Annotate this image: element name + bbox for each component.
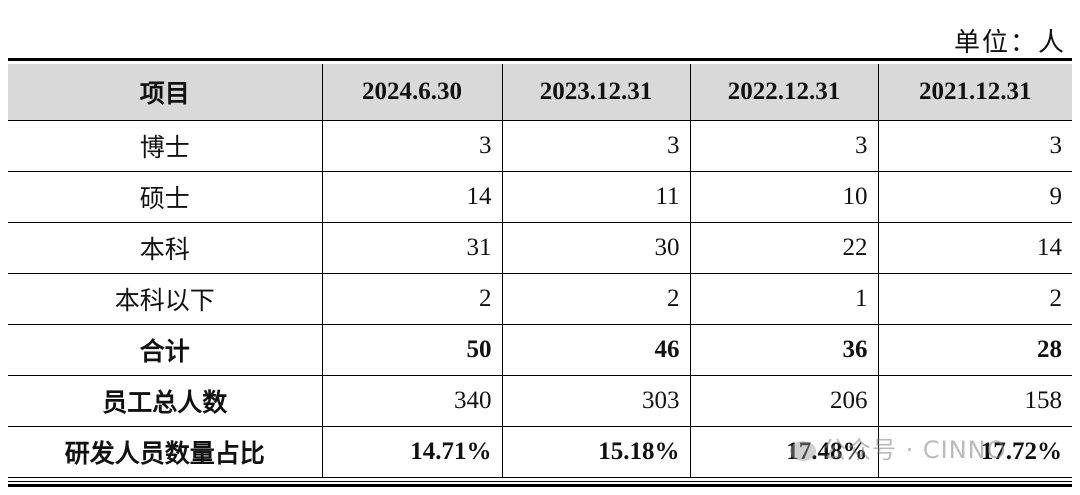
table-cell: 206 xyxy=(689,374,879,427)
row-label: 本科 xyxy=(8,221,323,274)
row-label: 本科以下 xyxy=(8,272,323,325)
table-cell: 11 xyxy=(501,170,691,223)
table-cell: 15.18% xyxy=(501,425,691,478)
unit-label: 单位：人 xyxy=(953,28,1066,57)
table-cell: 50 xyxy=(321,323,503,376)
header-date: 2024.6.30 xyxy=(321,64,503,121)
watermark-text: 公众号 · CINNO xyxy=(822,436,1007,464)
table-cell: 3 xyxy=(321,120,503,172)
table-row: 员工总人数 340 303 206 158 xyxy=(8,374,1072,427)
table-header-row: 项目 2024.6.30 2023.12.31 2022.12.31 2021.… xyxy=(8,64,1072,121)
header-date: 2021.12.31 xyxy=(877,64,1072,121)
table-cell: 2 xyxy=(877,272,1072,325)
table-top-rule xyxy=(8,58,1072,61)
table-row: 本科以下 2 2 1 2 xyxy=(8,272,1072,325)
row-label: 博士 xyxy=(8,120,323,172)
table-cell: 1 xyxy=(689,272,879,325)
table-cell: 303 xyxy=(501,374,691,427)
table-cell: 3 xyxy=(877,120,1072,172)
data-table-container: 项目 2024.6.30 2023.12.31 2022.12.31 2021.… xyxy=(8,58,1072,487)
table-cell: 3 xyxy=(501,120,691,172)
watermark: 公众号 · CINNO xyxy=(790,430,1007,465)
table-cell: 9 xyxy=(877,170,1072,223)
table-cell: 31 xyxy=(321,221,503,274)
row-label: 研发人员数量占比 xyxy=(8,425,323,478)
row-label: 合计 xyxy=(8,323,323,376)
row-label: 硕士 xyxy=(8,170,323,223)
header-date: 2022.12.31 xyxy=(689,64,879,121)
table-row-total: 合计 50 46 36 28 xyxy=(8,323,1072,376)
table-row: 博士 3 3 3 3 xyxy=(8,120,1072,172)
table-cell: 14 xyxy=(321,170,503,223)
wechat-logo-icon xyxy=(790,441,816,461)
table-cell: 22 xyxy=(689,221,879,274)
data-table: 项目 2024.6.30 2023.12.31 2022.12.31 2021.… xyxy=(8,64,1072,478)
table-row-ratio: 研发人员数量占比 14.71% 15.18% 17.48% 17.72% xyxy=(8,425,1072,478)
table-bottom-rule xyxy=(8,480,1072,482)
table-cell: 10 xyxy=(689,170,879,223)
table-cell: 340 xyxy=(321,374,503,427)
table-cell: 30 xyxy=(501,221,691,274)
table-cell: 14.71% xyxy=(321,425,503,478)
table-cell: 17.48% xyxy=(689,425,879,478)
table-cell: 46 xyxy=(501,323,691,376)
table-cell: 28 xyxy=(877,323,1072,376)
table-cell: 17.72% xyxy=(877,425,1072,478)
table-row: 本科 31 30 22 14 xyxy=(8,221,1072,274)
table-cell: 36 xyxy=(689,323,879,376)
header-item: 项目 xyxy=(8,64,323,121)
table-cell: 2 xyxy=(321,272,503,325)
table-cell: 14 xyxy=(877,221,1072,274)
table-row: 硕士 14 11 10 9 xyxy=(8,170,1072,223)
table-cell: 2 xyxy=(501,272,691,325)
table-cell: 3 xyxy=(689,120,879,172)
table-bottom-rule-thick xyxy=(8,483,1072,487)
header-date: 2023.12.31 xyxy=(501,64,691,121)
row-label: 员工总人数 xyxy=(8,374,323,427)
table-cell: 158 xyxy=(877,374,1072,427)
